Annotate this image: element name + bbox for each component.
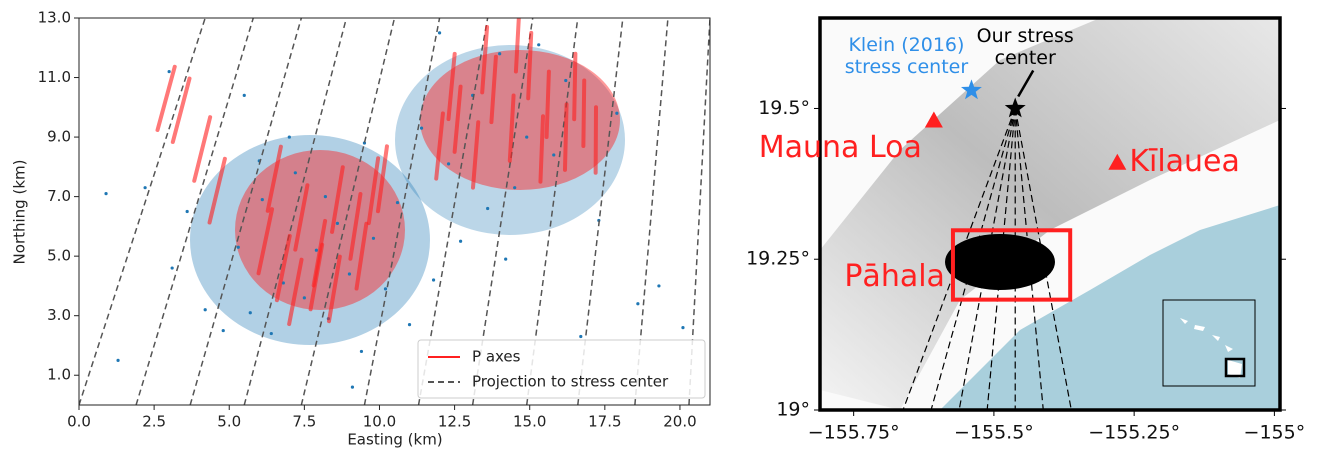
y-tick-label: 19.5° [758,97,810,119]
p-axis [565,104,567,169]
p-axis [547,72,549,137]
event-point [384,287,387,290]
event-point [186,210,189,213]
event-point [144,186,147,189]
x-tick-label: 20.0 [663,413,696,431]
event-point [636,302,639,305]
event-point [336,222,339,225]
p-axis [194,117,210,181]
event-point [552,153,555,156]
event-point [504,258,507,261]
event-point [360,350,363,353]
event-point [396,201,399,204]
y-axis-label: Northing (km) [11,160,29,265]
marker-label: Mauna Loa [759,130,922,165]
marker-label: Klein (2016) [848,34,964,56]
event-point [420,127,423,130]
marker-label: center [995,47,1056,69]
event-point [438,31,441,34]
marker-label: Our stress [977,25,1074,47]
x-tick-label: −155.5° [954,422,1034,444]
event-point [270,332,273,335]
p-axis [583,81,584,146]
event-point [615,112,618,115]
event-point [171,266,174,269]
y-tick-label: 7.0 [47,187,71,205]
event-point [104,192,107,195]
event-point [348,272,351,275]
x-tick-label: 17.5 [588,413,621,431]
event-point [564,79,567,82]
y-tick-label: 1.0 [47,366,71,384]
legend-label: P axes [472,348,521,366]
x-tick-label: 10.0 [363,413,396,431]
event-point [222,329,225,332]
p-axis [574,54,575,119]
y-tick-label: 5.0 [47,247,71,265]
event-point [513,186,516,189]
event-point [261,198,264,201]
event-point [324,195,327,198]
x-tick-label: 7.5 [292,413,316,431]
y-tick-label: 11.0 [38,68,71,86]
seismicity [945,234,1055,290]
event-point [116,359,119,362]
event-point [525,135,528,138]
event-point [288,135,291,138]
event-point [432,278,435,281]
p-axis [158,67,175,130]
y-tick-label: 19.25° [746,248,810,270]
y-tick-label: 13.0 [38,9,71,27]
event-point [204,308,207,311]
p-axes-cloud [235,150,405,310]
inset-map [1163,300,1255,386]
marker-label: Kīlauea [1129,144,1240,179]
event-point [303,296,306,299]
event-point [498,52,501,55]
x-tick-label: −155.25° [1088,422,1180,444]
event-point [486,207,489,210]
event-point [657,284,660,287]
event-point [237,246,240,249]
x-tick-label: −155.75° [808,422,900,444]
event-point [537,43,540,46]
y-tick-label: 3.0 [47,306,71,324]
x-tick-label: 12.5 [438,413,471,431]
x-tick-label: 15.0 [513,413,546,431]
x-axis-label: Easting (km) [347,431,442,449]
event-point [681,326,684,329]
box-label: Pāhala [844,259,945,294]
event-point [459,240,462,243]
event-point [168,70,171,73]
x-tick-label: 5.0 [217,413,241,431]
event-point [351,386,354,389]
x-tick-label: 2.5 [142,413,166,431]
y-tick-label: 19° [776,399,810,421]
event-point [315,249,318,252]
y-tick-label: 9.0 [47,128,71,146]
marker-label: stress center [845,56,969,78]
x-tick-label: −155° [1244,422,1306,444]
event-point [447,162,450,165]
p-axis [540,116,543,181]
x-tick-label: 0.0 [67,413,91,431]
event-point [249,311,252,314]
event-point [243,94,246,97]
legend-label: Projection to stress center [472,373,669,391]
event-point [579,335,582,338]
event-point [294,171,297,174]
event-point [372,237,375,240]
density-layer [190,45,625,345]
event-point [408,323,411,326]
